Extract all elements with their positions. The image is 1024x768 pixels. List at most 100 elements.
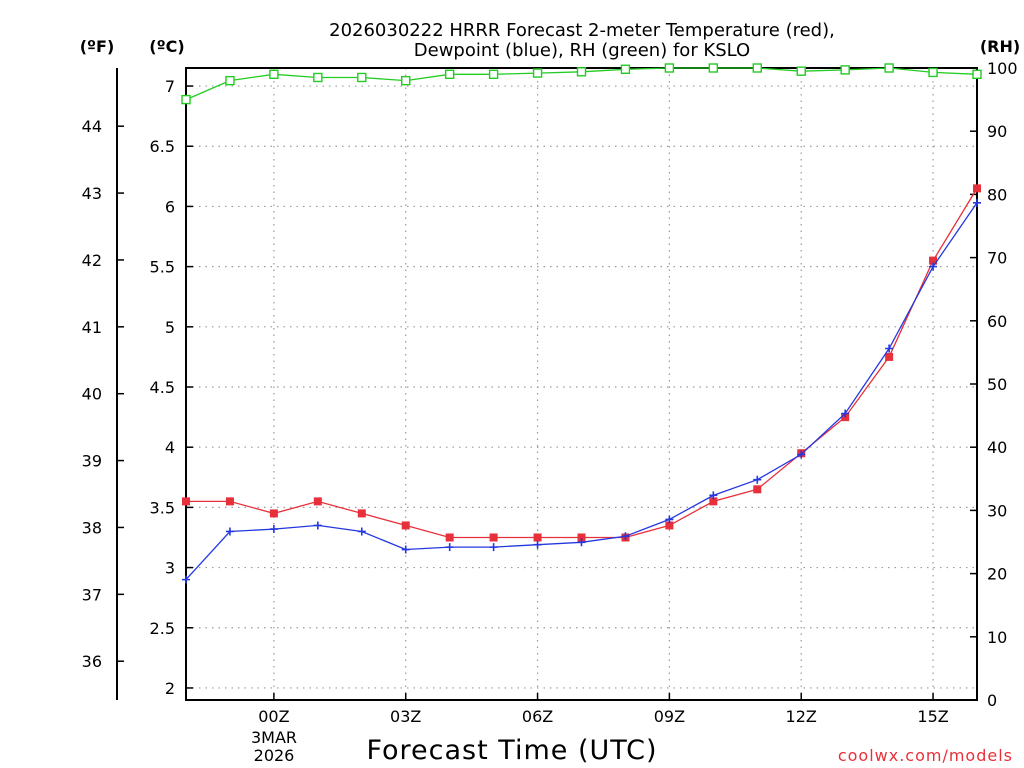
- rh-point: [664, 63, 675, 73]
- rh-point: [488, 69, 499, 80]
- dewpoint-series-line: [185, 202, 978, 581]
- temperature-point: [929, 256, 938, 265]
- dewpoint-point: [709, 491, 718, 500]
- rh-point: [444, 69, 455, 80]
- celsius-tick-label: 3.5: [150, 498, 175, 517]
- dewpoint-point: [841, 409, 850, 418]
- fahrenheit-unit-label: (ºF): [80, 37, 115, 56]
- rh-tick-label: 100: [987, 59, 1018, 78]
- rh-point: [972, 69, 982, 80]
- dewpoint-point: [269, 525, 278, 534]
- celsius-tick-label: 2: [165, 679, 175, 698]
- fahrenheit-tick-label: 40: [82, 385, 102, 404]
- temperature-point: [665, 521, 674, 530]
- temperature-point: [885, 352, 894, 361]
- dewpoint-point: [489, 543, 498, 552]
- dewpoint-point: [225, 527, 234, 536]
- rh-point: [884, 63, 894, 73]
- x-tick-label: 00Z: [258, 707, 289, 726]
- fahrenheit-tick-label: 41: [82, 318, 102, 337]
- series-layer: [181, 63, 982, 584]
- date-label-year: 2026: [254, 746, 295, 765]
- dewpoint-point: [885, 344, 894, 353]
- celsius-tick-label: 4: [165, 438, 175, 457]
- temperature-point: [401, 521, 410, 530]
- fahrenheit-tick-label: 37: [82, 585, 102, 604]
- dewpoint-point: [182, 575, 190, 584]
- fahrenheit-tick-label: 44: [82, 117, 102, 136]
- rh-tick-label: 20: [987, 565, 1007, 584]
- temperature-point: [313, 497, 322, 506]
- temperature-point: [489, 533, 498, 542]
- dewpoint-point: [929, 262, 938, 271]
- celsius-tick-label: 6: [165, 197, 175, 216]
- fahrenheit-tick-label: 43: [82, 184, 102, 203]
- source-credit-link[interactable]: coolwx.com/models: [838, 746, 1013, 765]
- rh-point: [620, 64, 631, 74]
- dewpoint-point: [665, 515, 674, 524]
- dewpoint-point: [797, 450, 806, 459]
- rh-point: [225, 75, 235, 86]
- dewpoint-point: [357, 527, 366, 536]
- dewpoint-point: [313, 521, 322, 530]
- dewpoint-point: [445, 543, 454, 552]
- rh-tick-label: 40: [987, 438, 1007, 457]
- rh-point: [708, 63, 719, 73]
- rh-tick-label: 10: [987, 628, 1007, 647]
- celsius-tick-label: 2.5: [150, 619, 175, 638]
- fahrenheit-tick-label: 38: [82, 518, 102, 537]
- temperature-point: [577, 533, 586, 542]
- x-tick-label: 09Z: [654, 707, 685, 726]
- rh-point: [752, 63, 762, 73]
- rh-tick-label: 70: [987, 249, 1007, 268]
- chart-title-line-1: 2026030222 HRRR Forecast 2-meter Tempera…: [329, 20, 835, 41]
- rh-point: [181, 94, 191, 105]
- x-tick-label: 15Z: [917, 707, 948, 726]
- rh-point: [840, 65, 850, 75]
- fahrenheit-tick-label: 39: [82, 452, 102, 471]
- rh-point: [401, 75, 411, 86]
- temperature-point: [709, 497, 718, 506]
- rh-point: [576, 67, 587, 77]
- rh-point: [532, 68, 543, 78]
- celsius-tick-label: 5: [165, 318, 175, 337]
- temperature-point: [753, 485, 762, 494]
- rh-tick-label: 50: [987, 375, 1007, 394]
- rh-point: [796, 66, 806, 76]
- x-axis-title: Forecast Time (UTC): [366, 735, 657, 766]
- temperature-point: [269, 509, 278, 518]
- rh-tick-label: 0: [987, 691, 997, 710]
- dewpoint-point: [577, 538, 586, 547]
- celsius-tick-label: 7: [165, 77, 175, 96]
- celsius-tick-label: 6.5: [150, 137, 175, 156]
- celsius-tick-label: 5.5: [150, 258, 175, 277]
- dewpoint-point: [533, 540, 542, 549]
- dewpoint-point: [621, 532, 630, 541]
- temperature-point: [445, 533, 454, 542]
- celsius-tick-label: 4.5: [150, 378, 175, 397]
- rh-tick-label: 60: [987, 312, 1007, 331]
- temperature-point: [533, 533, 542, 542]
- x-tick-label: 06Z: [522, 707, 553, 726]
- temperature-point: [357, 509, 366, 518]
- rh-tick-label: 90: [987, 122, 1007, 141]
- grid-layer: [117, 67, 977, 701]
- rh-point: [313, 72, 323, 83]
- fahrenheit-tick-label: 42: [82, 251, 102, 270]
- temperature-point: [973, 184, 981, 193]
- celsius-tick-label: 3: [165, 559, 175, 578]
- celsius-unit-label: (ºC): [149, 37, 184, 56]
- rh-point: [269, 69, 279, 80]
- rh-point: [928, 67, 938, 78]
- temperature-point: [225, 497, 234, 506]
- dewpoint-point: [753, 475, 762, 484]
- temperature-series-line: [186, 188, 978, 539]
- plot-frame: [185, 67, 978, 701]
- x-tick-label: 03Z: [390, 707, 421, 726]
- rh-tick-label: 80: [987, 185, 1007, 204]
- x-tick-label: 12Z: [786, 707, 817, 726]
- chart-title-line-2: Dewpoint (blue), RH (green) for KSLO: [414, 40, 750, 61]
- rh-point: [357, 72, 367, 83]
- temperature-point: [182, 497, 190, 506]
